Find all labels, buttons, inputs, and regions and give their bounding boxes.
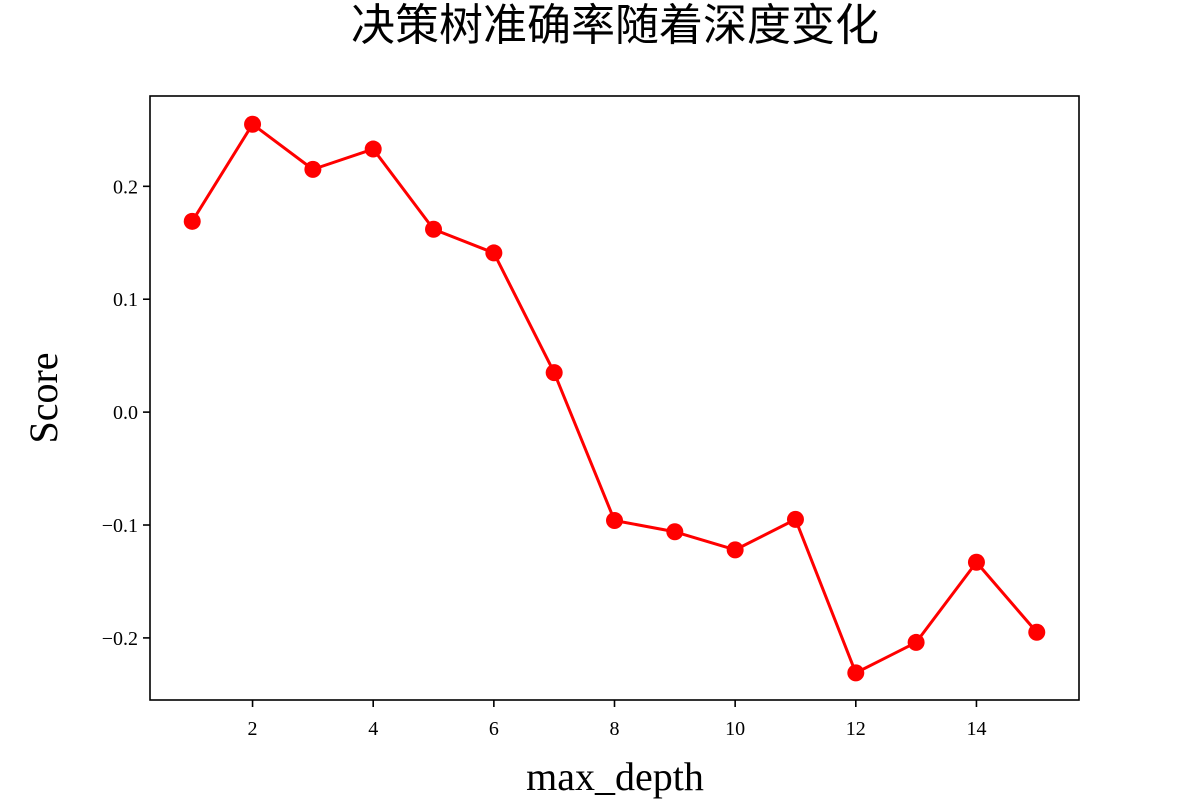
data-point: [847, 664, 865, 682]
data-point: [485, 244, 503, 262]
data-point: [666, 523, 684, 541]
data-point: [244, 115, 262, 133]
y-axis-ticks: −0.2 −0.1 0.0 0.1 0.2: [102, 176, 150, 650]
series-line: [190, 122, 1038, 675]
series-layer: [183, 115, 1046, 682]
data-point: [606, 511, 623, 529]
x-tick-label: 14: [966, 718, 986, 740]
y-tick-label: −0.2: [102, 628, 138, 650]
data-point: [545, 364, 563, 382]
y-tick-label: −0.1: [102, 515, 138, 537]
data-point: [425, 220, 443, 238]
x-tick-label: 6: [489, 718, 499, 740]
y-axis-label: Score: [21, 352, 66, 443]
x-axis-ticks: 2 4 6 8 10 12 14: [248, 700, 986, 740]
x-tick-label: 12: [846, 718, 866, 740]
y-tick-label: 0.0: [113, 402, 138, 424]
data-point: [183, 212, 201, 230]
data-point: [786, 510, 804, 528]
data-point: [967, 553, 985, 571]
x-axis-label: max_depth: [526, 754, 704, 799]
data-point: [364, 140, 382, 158]
data-point: [1028, 623, 1046, 641]
x-tick-label: 10: [725, 718, 745, 740]
y-tick-label: 0.1: [113, 289, 138, 311]
data-point: [304, 160, 322, 178]
x-tick-label: 2: [248, 718, 258, 740]
x-tick-label: 4: [368, 718, 378, 740]
y-tick-label: 0.2: [113, 176, 138, 198]
x-tick-label: 8: [610, 718, 620, 740]
chart-title: 决策树准确率随着深度变化: [351, 0, 879, 51]
data-point: [726, 541, 744, 559]
data-point: [907, 633, 925, 651]
